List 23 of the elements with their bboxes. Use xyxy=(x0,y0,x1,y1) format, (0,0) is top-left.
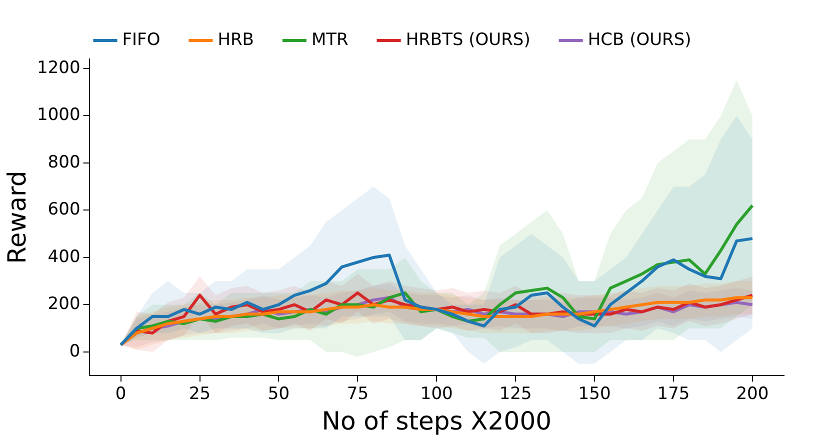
y-axis-title: Reward xyxy=(2,170,32,264)
x-tick-label: 175 xyxy=(657,384,690,404)
y-tick-label: 600 xyxy=(48,200,80,220)
x-tick-label: 100 xyxy=(420,384,453,404)
x-tick-label: 150 xyxy=(578,384,611,404)
y-tick-label: 800 xyxy=(48,152,80,172)
x-tick-label: 25 xyxy=(188,384,211,404)
y-tick-label: 200 xyxy=(48,294,80,314)
legend-label: HRBTS (OURS) xyxy=(406,30,530,50)
x-tick-label: 75 xyxy=(346,384,369,404)
x-axis-title: No of steps X2000 xyxy=(322,406,552,436)
y-tick-label: 1000 xyxy=(37,105,80,126)
x-tick-label: 50 xyxy=(268,384,290,404)
y-tick-label: 1200 xyxy=(37,58,80,78)
x-tick-label: 125 xyxy=(499,384,532,404)
legend-label: MTR xyxy=(311,30,349,50)
x-tick-label: 200 xyxy=(736,384,769,404)
legend-label: HRB xyxy=(218,30,254,50)
x-tick-label: 0 xyxy=(115,384,126,404)
y-tick-label: 400 xyxy=(48,246,80,267)
legend-label: FIFO xyxy=(122,30,160,50)
y-tick-label: 0 xyxy=(69,341,80,362)
legend-label: HCB (OURS) xyxy=(588,30,692,50)
